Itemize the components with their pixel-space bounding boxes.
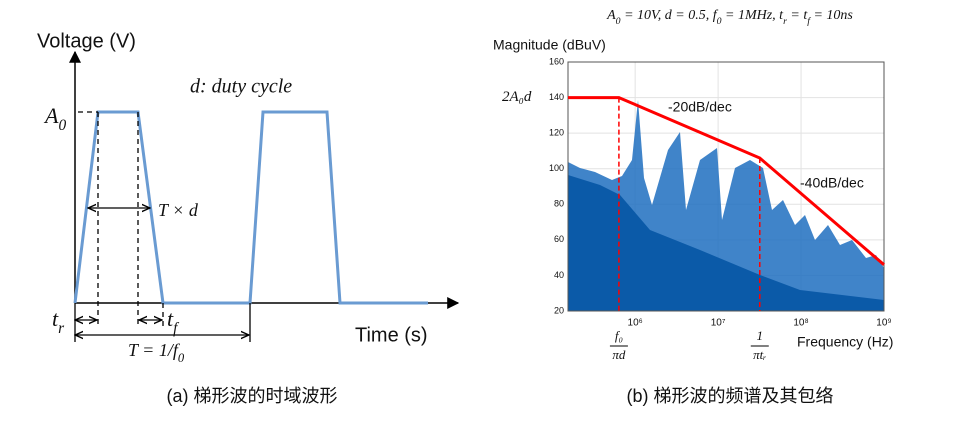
text-part: t bbox=[52, 306, 59, 331]
subscript: f bbox=[807, 16, 811, 27]
y-tick-label: 140 bbox=[549, 92, 564, 102]
text-part: A bbox=[606, 8, 616, 23]
subscript: 0 bbox=[58, 117, 66, 134]
text-part: T = 1/f bbox=[128, 340, 181, 360]
y-tick-label: 100 bbox=[549, 163, 564, 173]
duty-note: d: duty cycle bbox=[190, 76, 292, 98]
subscript: 0 bbox=[616, 16, 621, 27]
slope-label: -40dB/dec bbox=[800, 175, 864, 191]
pulse-width-label: T × d bbox=[158, 200, 199, 220]
envelope-line bbox=[568, 96, 885, 266]
y-tick-label: 120 bbox=[549, 128, 564, 138]
spectrum-trace bbox=[568, 100, 884, 311]
spectrum-chart: A0 = 10V, d = 0.5, f0 = 1MHz, tr = tf = … bbox=[493, 8, 893, 406]
y-tick-label: 160 bbox=[549, 56, 564, 66]
x-tick-label: 10⁷ bbox=[711, 318, 726, 329]
text-part: = t bbox=[787, 8, 808, 23]
y-tick-label: 60 bbox=[554, 234, 564, 244]
x-tick-label: 10⁸ bbox=[793, 318, 808, 329]
guide-lines bbox=[78, 111, 164, 328]
text-part: = 10ns bbox=[810, 8, 853, 23]
plot-content: 20 40 60 80 100 120 140 160 10⁶ 10⁷ 10⁸ 10⁹ f₀ πd 1 πtᵣ… bbox=[502, 56, 892, 362]
text-part: A bbox=[43, 103, 59, 128]
time-diagram: Voltage (V) Time (s) A0 d: duty cycle T … bbox=[37, 30, 460, 406]
x-tick-label: 10⁶ bbox=[628, 318, 643, 329]
y-axis-label: Magnitude (dBuV) bbox=[493, 37, 606, 53]
parameters: A0 = 10V, d = 0.5, f0 = 1MHz, tr = tf = … bbox=[606, 8, 853, 27]
y-tick-label: 40 bbox=[554, 270, 564, 280]
rise-label: tr bbox=[52, 306, 65, 337]
slope-label: -20dB/dec bbox=[668, 99, 732, 115]
x-axis-label: Time (s) bbox=[355, 324, 428, 346]
period-label: T = 1/f0 bbox=[128, 340, 185, 365]
y-tick-label: 80 bbox=[554, 199, 564, 209]
caption-b: (b) 梯形波的频谱及其包络 bbox=[627, 386, 834, 406]
plot-frame bbox=[567, 61, 885, 312]
text-part: t bbox=[167, 306, 174, 331]
amplitude-label: A0 bbox=[43, 103, 66, 134]
marker-denominator: πtᵣ bbox=[753, 347, 766, 362]
marker-numerator: f₀ bbox=[615, 328, 623, 343]
subscript: 0 bbox=[178, 351, 185, 365]
subscript: r bbox=[783, 16, 787, 27]
text-part: = 10V, d = 0.5, f bbox=[621, 8, 719, 23]
caption-a: (a) 梯形波的时域波形 bbox=[167, 386, 338, 406]
x-axis-label: Frequency (Hz) bbox=[797, 334, 893, 350]
x-tick-label: 10⁹ bbox=[876, 318, 891, 329]
y-tick-label: 20 bbox=[554, 305, 564, 315]
subscript: r bbox=[58, 320, 65, 337]
fall-label: tf bbox=[167, 306, 180, 337]
y-axis-label: Voltage (V) bbox=[37, 30, 136, 52]
marker-numerator: 1 bbox=[757, 328, 764, 343]
level-label: 2A₀d bbox=[502, 89, 532, 105]
marker-denominator: πd bbox=[612, 347, 626, 362]
subscript: f bbox=[173, 320, 180, 337]
subscript: 0 bbox=[717, 16, 722, 27]
text-part: = 1MHz, t bbox=[722, 8, 785, 23]
dimension-arrows bbox=[75, 208, 251, 342]
